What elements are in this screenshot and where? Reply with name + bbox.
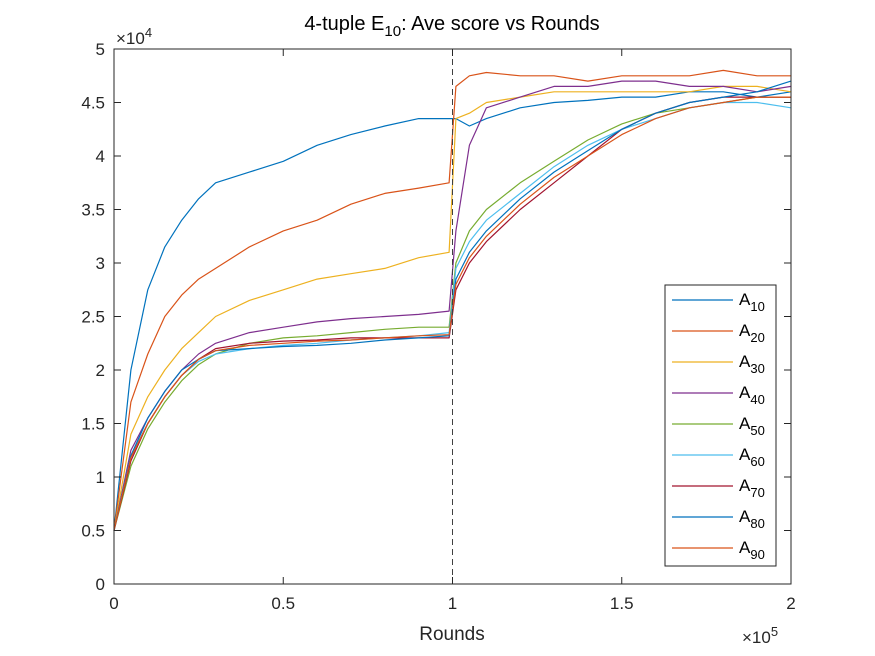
x-tick-label: 2 (786, 594, 795, 613)
chart-title-suffix: : Ave score vs Rounds (401, 13, 600, 35)
legend-label: A30 (739, 352, 765, 376)
y-tick-label: 2 (96, 361, 105, 380)
x-tick-label: 0.5 (271, 594, 295, 613)
series-line-a20 (113, 69, 791, 531)
y-tick-label: 0 (96, 575, 105, 594)
x-tick-label: 0 (109, 594, 118, 613)
series-line-a10 (113, 91, 792, 531)
chart-title: 4-tuple E10: Ave score vs Rounds (304, 13, 599, 40)
series-line-a80 (113, 80, 792, 531)
legend-item-a30[interactable]: A30 (672, 352, 765, 376)
legend-item-a20[interactable]: A20 (672, 321, 765, 345)
legend-label: A70 (739, 476, 765, 500)
y-tick-label: 4.5 (81, 94, 105, 113)
series-line-a30 (113, 85, 792, 531)
legend-item-a80[interactable]: A80 (672, 507, 765, 531)
legend-label: A50 (739, 414, 765, 438)
legend[interactable]: A10 A20 A30 A40 A50 A60 A70 A80 A90 (664, 284, 777, 567)
y-tick-label: 2.5 (81, 308, 105, 327)
y-tick-label: 3 (96, 254, 105, 273)
x-multiplier-exponent: 5 (771, 624, 778, 639)
legend-label: A80 (739, 507, 765, 531)
series-line-a40 (113, 80, 792, 531)
series-line-a50 (113, 96, 791, 531)
legend-label: A60 (739, 445, 765, 469)
legend-item-a50[interactable]: A50 (672, 414, 765, 438)
chart-title-subscript: 10 (384, 23, 401, 40)
y-tick-label: 3.5 (81, 201, 105, 220)
legend-label: A10 (739, 290, 765, 314)
y-multiplier-exponent: 4 (145, 25, 152, 40)
tick-layer: 0 0.5 1 1.5 2 0 0.5 1 1.5 2 2.5 3 3.5 4 4.5 5 (81, 40, 795, 613)
x-tick-label: 1 (448, 594, 457, 613)
x-multiplier: ×105 (742, 624, 778, 647)
series-layer (113, 69, 792, 531)
x-tick-label: 1.5 (610, 594, 634, 613)
legend-label: A90 (739, 538, 765, 562)
x-multiplier-base: ×10 (742, 628, 771, 647)
y-multiplier: ×104 (116, 25, 152, 48)
y-tick-label: 1 (96, 468, 105, 487)
y-multiplier-base: ×10 (116, 29, 145, 48)
y-tick-label: 1.5 (81, 415, 105, 434)
legend-item-a90[interactable]: A90 (672, 538, 765, 562)
series-line-a90 (113, 96, 791, 531)
legend-items: A10 A20 A30 A40 A50 A60 A70 A80 A90 (672, 290, 765, 562)
x-axis-label: Rounds (419, 624, 485, 645)
legend-box (664, 284, 777, 567)
legend-label: A20 (739, 321, 765, 345)
y-tick-label: 0.5 (81, 522, 105, 541)
legend-item-a60[interactable]: A60 (672, 445, 765, 469)
legend-item-a70[interactable]: A70 (672, 476, 765, 500)
y-tick-label: 4 (96, 147, 105, 166)
y-tick-label: 5 (96, 40, 105, 59)
legend-label: A40 (739, 383, 765, 407)
legend-item-a10[interactable]: A10 (672, 290, 765, 314)
chart-title-prefix: 4-tuple E (304, 13, 384, 35)
legend-item-a40[interactable]: A40 (672, 383, 765, 407)
